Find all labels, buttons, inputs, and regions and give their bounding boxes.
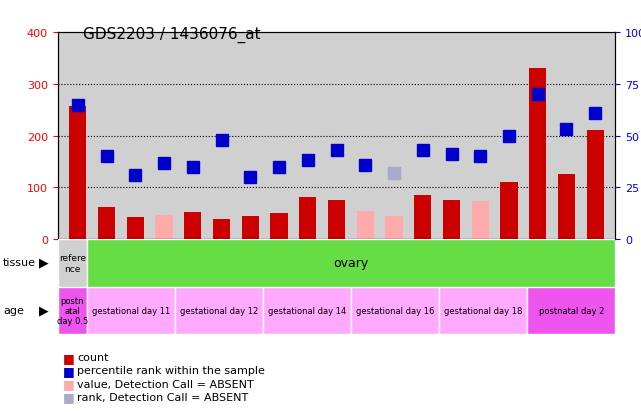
FancyBboxPatch shape — [528, 287, 615, 335]
Bar — [69, 106, 87, 240]
Text: gestational day 12: gestational day 12 — [180, 306, 258, 315]
Text: ■: ■ — [63, 377, 75, 390]
FancyBboxPatch shape — [439, 287, 528, 335]
FancyBboxPatch shape — [175, 287, 263, 335]
Bar — [385, 216, 403, 240]
Bar — [587, 131, 604, 240]
Text: value, Detection Call = ABSENT: value, Detection Call = ABSENT — [77, 379, 254, 389]
FancyBboxPatch shape — [87, 287, 175, 335]
Text: percentile rank within the sample: percentile rank within the sample — [77, 366, 265, 375]
Text: refere
nce: refere nce — [59, 254, 86, 273]
Text: ▶: ▶ — [38, 304, 49, 317]
Bar — [356, 211, 374, 240]
Text: count: count — [77, 352, 108, 362]
Bar — [242, 216, 259, 240]
Text: ■: ■ — [63, 351, 75, 364]
Text: gestational day 16: gestational day 16 — [356, 306, 435, 315]
Text: postnatal day 2: postnatal day 2 — [538, 306, 604, 315]
Bar — [155, 215, 172, 240]
Bar — [271, 214, 288, 240]
Bar — [414, 195, 431, 240]
Bar — [328, 200, 345, 240]
Bar — [127, 218, 144, 240]
Bar — [443, 201, 460, 240]
Text: ▶: ▶ — [38, 256, 49, 269]
Bar — [98, 207, 115, 240]
Text: ■: ■ — [63, 390, 75, 404]
Bar — [472, 202, 489, 240]
Text: rank, Detection Call = ABSENT: rank, Detection Call = ABSENT — [77, 392, 248, 402]
FancyBboxPatch shape — [87, 240, 615, 287]
Text: ■: ■ — [63, 364, 75, 377]
Text: tissue: tissue — [3, 257, 36, 267]
Bar — [184, 213, 201, 240]
Text: ovary: ovary — [333, 257, 369, 270]
Bar — [299, 197, 317, 240]
FancyBboxPatch shape — [58, 240, 87, 287]
Bar — [529, 69, 546, 240]
Text: gestational day 11: gestational day 11 — [92, 306, 171, 315]
Text: gestational day 14: gestational day 14 — [268, 306, 346, 315]
Bar — [213, 220, 230, 240]
Text: postn
atal
day 0.5: postn atal day 0.5 — [57, 296, 88, 325]
FancyBboxPatch shape — [58, 287, 87, 335]
FancyBboxPatch shape — [263, 287, 351, 335]
Text: gestational day 18: gestational day 18 — [444, 306, 522, 315]
FancyBboxPatch shape — [351, 287, 439, 335]
Bar — [501, 183, 518, 240]
Text: age: age — [3, 306, 24, 316]
Bar — [558, 175, 575, 240]
Text: GDS2203 / 1436076_at: GDS2203 / 1436076_at — [83, 27, 261, 43]
